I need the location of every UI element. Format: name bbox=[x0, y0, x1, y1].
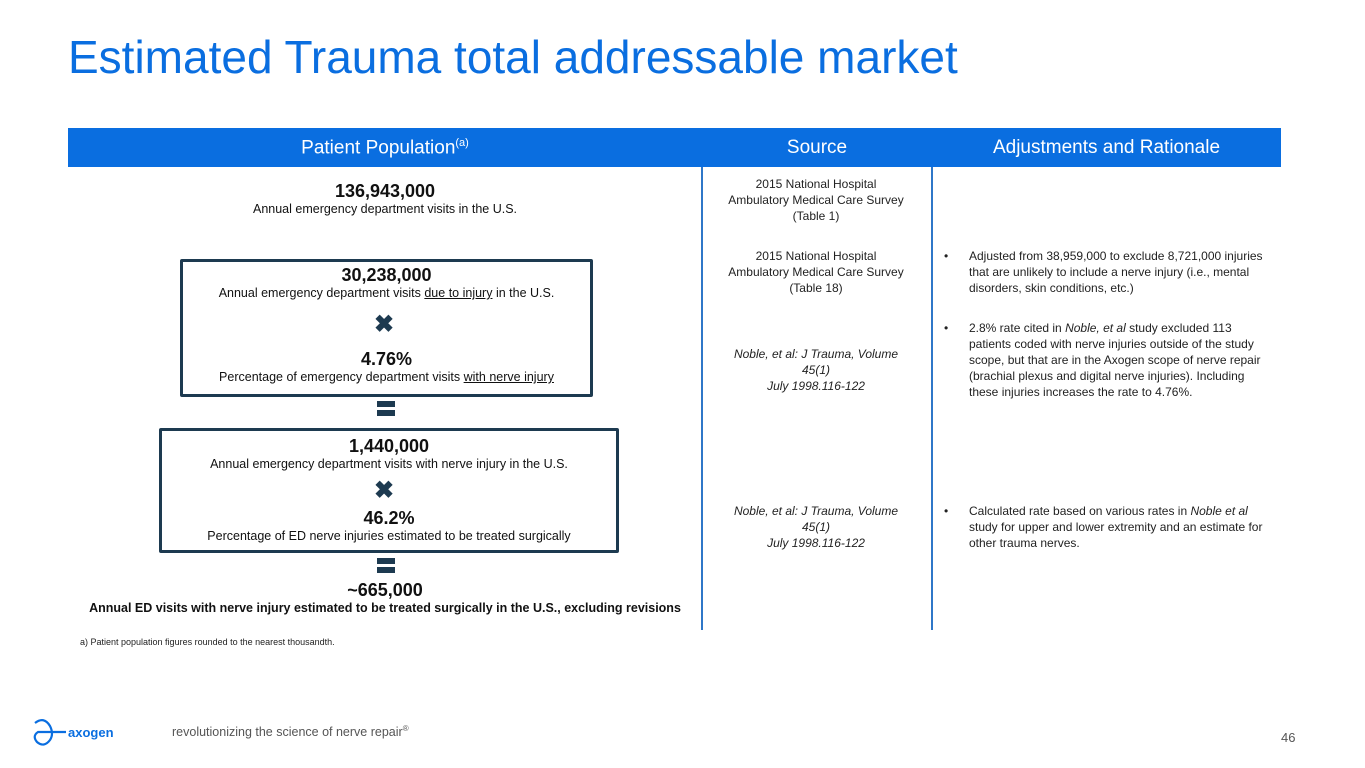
injury-box bbox=[180, 259, 593, 397]
axogen-logo: axogen bbox=[32, 718, 114, 753]
table-header: Patient Population(a) Source Adjustments… bbox=[68, 128, 1281, 167]
label: Annual emergency department visits in th… bbox=[252, 202, 518, 216]
header-label: Patient Population bbox=[301, 137, 456, 159]
tagline: revolutionizing the science of nerve rep… bbox=[172, 724, 409, 740]
column-divider bbox=[931, 167, 933, 630]
label: Percentage of emergency department visit… bbox=[219, 370, 554, 384]
tam-result: ~665,000 Annual ED visits with nerve inj… bbox=[68, 580, 702, 615]
nerve-visits: 1,440,000 Annual emergency department vi… bbox=[159, 436, 619, 471]
nerve-box bbox=[159, 428, 619, 553]
label: Percentage of ED nerve injuries estimate… bbox=[207, 529, 571, 543]
equals-icon bbox=[377, 401, 395, 416]
injury-visits: 30,238,000 Annual emergency department v… bbox=[180, 265, 593, 300]
footnote-ref: (a) bbox=[455, 137, 469, 149]
multiply-icon: ✖ bbox=[374, 311, 395, 338]
label: Annual ED visits with nerve injury estim… bbox=[89, 601, 681, 615]
logo-text: axogen bbox=[68, 725, 114, 740]
multiply-icon: ✖ bbox=[374, 477, 395, 504]
source-3: Noble, et al: J Trauma, Volume 45(1) July … bbox=[733, 347, 899, 393]
value: 1,440,000 bbox=[348, 436, 430, 456]
value: 4.76% bbox=[360, 349, 413, 369]
value: ~665,000 bbox=[347, 580, 423, 600]
label: Annual emergency department visits due t… bbox=[218, 286, 555, 300]
surgical-rate: 46.2% Percentage of ED nerve injuries es… bbox=[159, 508, 619, 543]
nerve-injury-rate: 4.76% Percentage of emergency department… bbox=[180, 349, 593, 384]
header-source: Source bbox=[786, 137, 848, 158]
adjustment-3: • Calculated rate based on various rates … bbox=[944, 504, 1263, 550]
axogen-logo-icon bbox=[33, 719, 66, 746]
source-1: 2015 National Hospital Ambulatory Medical… bbox=[728, 177, 904, 223]
population-total: 136,943,000 Annual emergency department … bbox=[68, 181, 702, 216]
header-patient-population: Patient Population(a) bbox=[68, 137, 702, 159]
equals-icon bbox=[377, 558, 395, 573]
value: 30,238,000 bbox=[341, 265, 432, 285]
label: Annual emergency department visits with … bbox=[210, 457, 568, 471]
source-4: Noble, et al: J Trauma, Volume 45(1) July … bbox=[733, 504, 899, 550]
page-title: Estimated Trauma total addressable marke… bbox=[68, 31, 958, 83]
header-adjustments: Adjustments and Rationale bbox=[992, 137, 1221, 158]
adjustment-2: • 2.8% rate cited in Noble, et al study e… bbox=[944, 321, 1261, 399]
page-number: 46 bbox=[1281, 730, 1296, 745]
column-divider bbox=[701, 167, 703, 630]
footnote: a) Patient population figures rounded to… bbox=[80, 637, 335, 647]
value: 46.2% bbox=[363, 508, 415, 528]
adjustment-1: • Adjusted from 38,959,000 to exclude 8,7… bbox=[944, 249, 1263, 295]
value: 136,943,000 bbox=[334, 181, 436, 201]
source-2: 2015 National Hospital Ambulatory Medical… bbox=[728, 249, 904, 295]
